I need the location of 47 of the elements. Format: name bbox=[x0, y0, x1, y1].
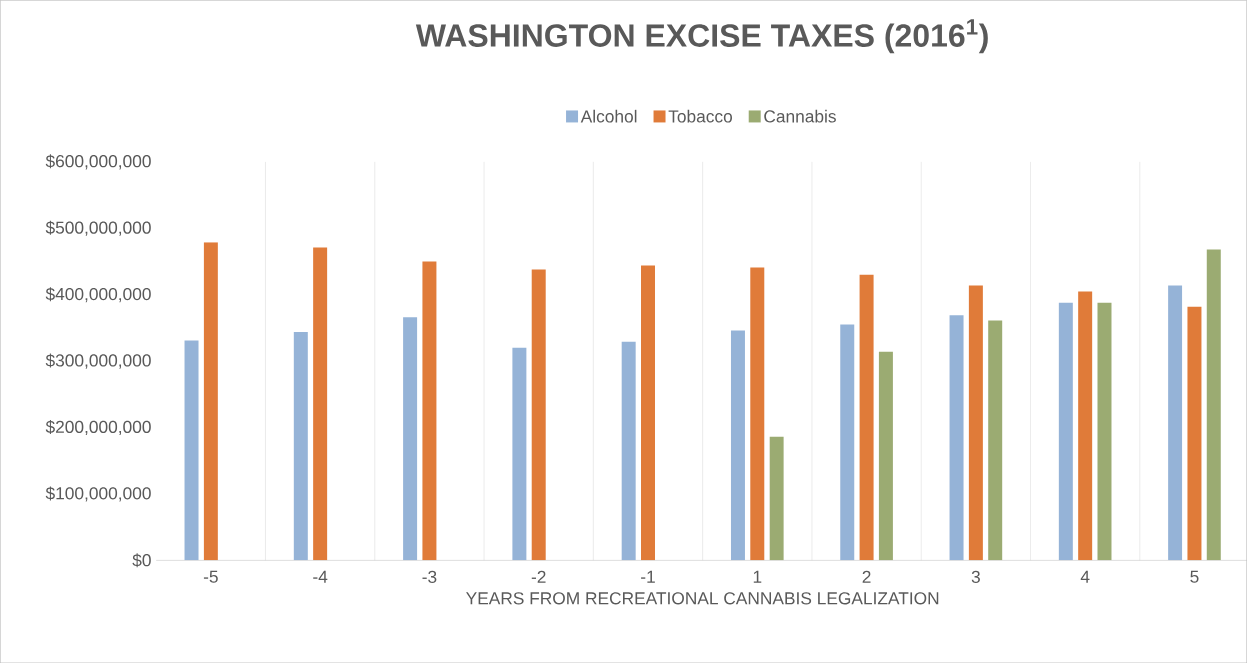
y-tick-label: $100,000,000 bbox=[45, 486, 151, 502]
bar bbox=[968, 285, 983, 561]
bar bbox=[641, 265, 655, 561]
bar bbox=[403, 317, 418, 561]
bar bbox=[1168, 285, 1183, 561]
y-tick-label: $500,000,000 bbox=[45, 220, 151, 236]
y-tick-label: $0 bbox=[132, 553, 151, 568]
x-axis-title: YEARS FROM RECREATIONAL CANNABIS LEGALIZATION bbox=[466, 592, 939, 605]
bar bbox=[1206, 249, 1221, 561]
chart-title: WASHINGTON EXCISE TAXES (2016$^{1}$) bbox=[415, 19, 988, 54]
bar bbox=[1058, 302, 1073, 561]
x-tick-label: -3 bbox=[422, 570, 437, 583]
bar bbox=[988, 320, 1003, 561]
bar bbox=[859, 274, 874, 561]
x-tick-label: 1 bbox=[753, 570, 762, 583]
bar bbox=[949, 315, 964, 561]
bar bbox=[293, 331, 308, 561]
x-tick-label: -2 bbox=[531, 570, 546, 583]
bar bbox=[750, 267, 765, 561]
bar bbox=[840, 324, 855, 561]
bar bbox=[769, 436, 784, 561]
x-tick-label: -5 bbox=[203, 570, 218, 583]
bar bbox=[512, 347, 527, 561]
x-tick-label: -1 bbox=[641, 570, 655, 583]
x-tick-label: 5 bbox=[1190, 570, 1199, 583]
bar bbox=[730, 330, 745, 561]
x-tick-label: -4 bbox=[313, 570, 328, 583]
legend-label: Alcohol bbox=[580, 109, 637, 123]
y-tick-label: $300,000,000 bbox=[45, 353, 151, 369]
bar bbox=[531, 269, 546, 561]
y-tick-label: $600,000,000 bbox=[45, 154, 151, 170]
bar bbox=[1078, 291, 1093, 561]
y-tick-label: $400,000,000 bbox=[45, 287, 151, 303]
bar bbox=[878, 351, 893, 561]
x-tick-label: 4 bbox=[1080, 570, 1090, 583]
bar bbox=[203, 242, 218, 561]
bar bbox=[313, 247, 328, 561]
legend-label: Cannabis bbox=[764, 109, 836, 123]
bar bbox=[422, 261, 437, 561]
bar bbox=[621, 341, 636, 561]
legend-label: Tobacco bbox=[668, 109, 732, 123]
bar bbox=[1187, 306, 1202, 561]
bar bbox=[184, 340, 199, 561]
y-tick-label: $200,000,000 bbox=[45, 419, 151, 435]
bar bbox=[1097, 302, 1112, 561]
x-tick-label: 3 bbox=[971, 570, 980, 583]
x-tick-label: 2 bbox=[862, 570, 871, 583]
